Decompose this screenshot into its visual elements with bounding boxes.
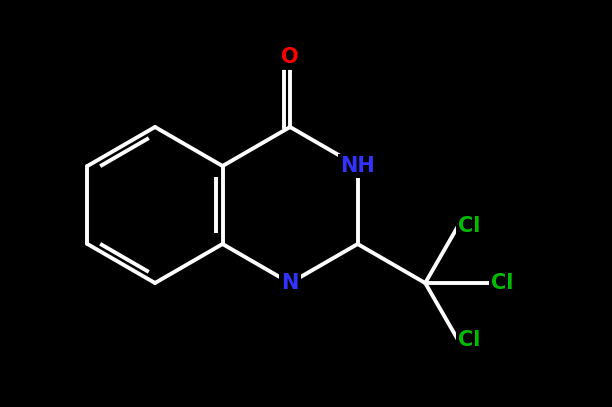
Text: Cl: Cl xyxy=(458,216,480,236)
Text: Cl: Cl xyxy=(491,273,514,293)
Text: NH: NH xyxy=(340,156,375,176)
Text: Cl: Cl xyxy=(458,330,480,350)
Text: N: N xyxy=(282,273,299,293)
Text: O: O xyxy=(282,47,299,67)
